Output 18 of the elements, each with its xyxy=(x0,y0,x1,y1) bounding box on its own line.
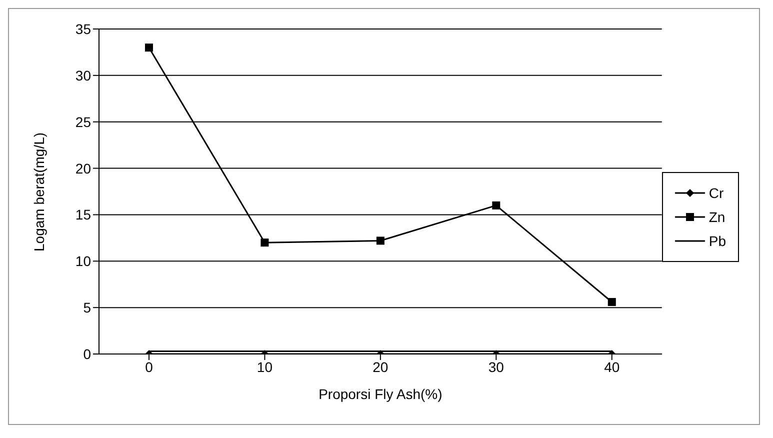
y-tick-label: 0 xyxy=(83,346,92,362)
x-tick-label: 30 xyxy=(488,358,504,375)
legend-label: Pb xyxy=(708,232,726,248)
x-tick-label: 40 xyxy=(604,358,620,375)
y-tick-label: 35 xyxy=(75,20,92,37)
legend-label: Cr xyxy=(708,184,724,200)
y-tick-label: 20 xyxy=(75,160,92,176)
y-tick-label: 15 xyxy=(75,206,92,223)
y-tick-label: 25 xyxy=(75,114,92,130)
legend-label: Zn xyxy=(708,208,726,224)
x-tick-label: 10 xyxy=(256,358,273,375)
y-tick-label: 5 xyxy=(83,300,92,316)
y-tick-label: 10 xyxy=(75,253,92,270)
x-axis-title: Proporsi Fly Ash(%) xyxy=(318,386,442,402)
y-tick-label: 30 xyxy=(75,67,92,84)
y-axis-title: Logam berat(mg/L) xyxy=(30,132,47,252)
x-tick-label: 20 xyxy=(372,358,388,375)
x-tick-label: 0 xyxy=(145,358,154,375)
